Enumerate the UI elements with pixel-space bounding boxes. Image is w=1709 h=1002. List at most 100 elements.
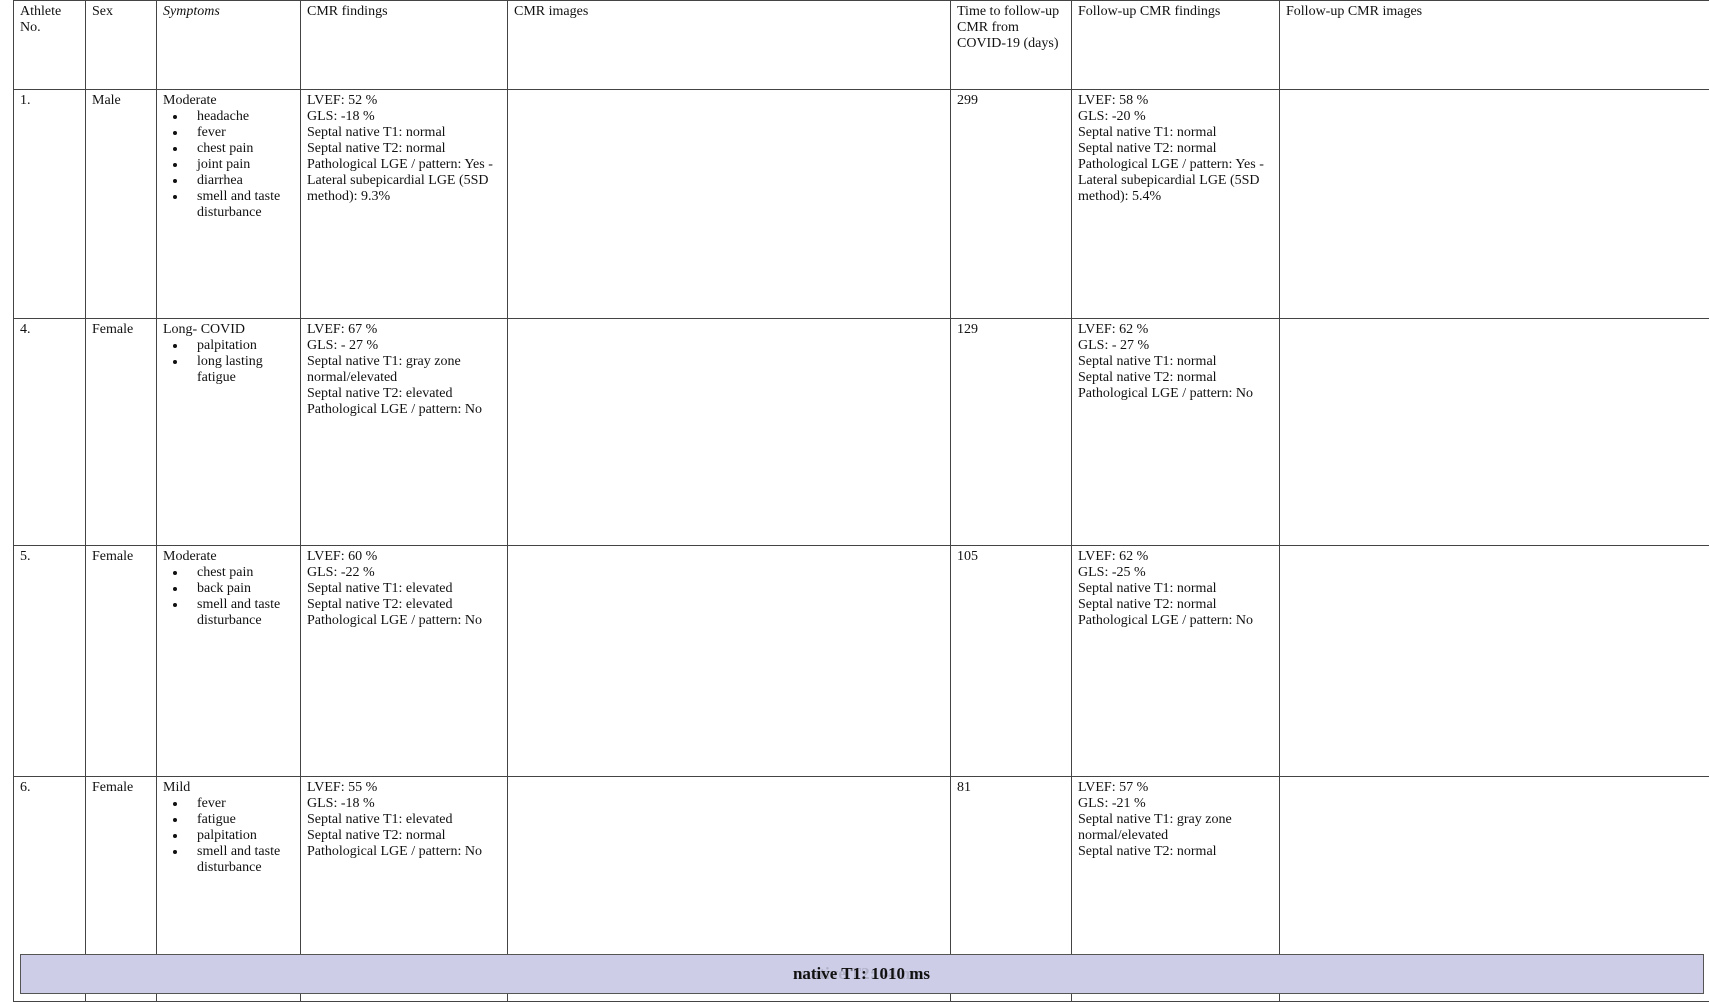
finding: Septal native T1: elevated bbox=[307, 581, 501, 597]
header-cell: Athlete No. bbox=[14, 1, 86, 90]
symptom: chest pain bbox=[187, 565, 294, 581]
finding: Septal native T2: elevated bbox=[307, 597, 501, 613]
finding: GLS: - 27 % bbox=[307, 338, 501, 354]
severity: Moderate bbox=[163, 549, 294, 565]
finding: GLS: -25 % bbox=[1078, 565, 1273, 581]
finding: Septal native T1: normal bbox=[1078, 581, 1273, 597]
header-cell: CMR findings bbox=[301, 1, 508, 90]
finding: Pathological LGE / pattern: No bbox=[1078, 613, 1273, 629]
symptom: palpitation bbox=[187, 828, 294, 844]
finding: Septal native T1: gray zone normal/eleva… bbox=[307, 354, 501, 386]
finding: Pathological LGE / pattern: Yes - Latera… bbox=[1078, 157, 1273, 205]
row: 1.MaleModerateheadachefeverchest painjoi… bbox=[14, 90, 1709, 319]
header-cell: Follow-up CMR images bbox=[1280, 1, 1709, 90]
symptom: smell and taste disturbance bbox=[187, 189, 294, 221]
finding: GLS: -21 % bbox=[1078, 796, 1273, 812]
athlete-cell: 5. bbox=[14, 546, 86, 777]
header-cell: Symptoms bbox=[157, 1, 301, 90]
symptoms-cell: Long- COVIDpalpitationlong lasting fatig… bbox=[157, 319, 301, 546]
followup-images-cell: native T2: 47 msnative T1: 928 ms bbox=[1280, 546, 1709, 777]
finding: GLS: -18 % bbox=[307, 109, 501, 125]
finding: Septal native T2: normal bbox=[307, 141, 501, 157]
finding: Septal native T2: normal bbox=[307, 828, 501, 844]
finding: LVEF: 58 % bbox=[1078, 93, 1273, 109]
symptom-list: palpitationlong lasting fatigue bbox=[163, 338, 294, 386]
symptom-list: headachefeverchest painjoint paindiarrhe… bbox=[163, 109, 294, 221]
images-cell: native T2: 50 msnative T1: 1017 ms bbox=[508, 546, 951, 777]
sex-cell: Female bbox=[86, 319, 157, 546]
days-cell: 299 bbox=[951, 90, 1072, 319]
images-cell: native T2: 51 msnative T1: 1005 ms bbox=[508, 319, 951, 546]
days-cell: 129 bbox=[951, 319, 1072, 546]
finding: Septal native T1: gray zone normal/eleva… bbox=[1078, 812, 1273, 844]
header-cell: CMR images bbox=[508, 1, 951, 90]
symptom-list: chest painback painsmell and taste distu… bbox=[163, 565, 294, 629]
page: Athlete No.SexSymptomsCMR findingsCMR im… bbox=[0, 0, 1709, 1001]
findings-cell: LVEF: 60 %GLS: -22 %Septal native T1: el… bbox=[301, 546, 508, 777]
image-pair: native T2: 44 msnative T1: 979 ms bbox=[1280, 319, 1709, 327]
symptom: headache bbox=[187, 109, 294, 125]
finding: LVEF: 55 % bbox=[307, 780, 501, 796]
finding: GLS: -22 % bbox=[307, 565, 501, 581]
followup-images-cell: native T2: 44 msnative T1: 1010 ms bbox=[1280, 777, 1709, 1002]
row: 5.Female Moderatechest painback painsmell… bbox=[14, 546, 1709, 777]
finding: Septal native T2: elevated bbox=[307, 386, 501, 402]
severity: Mild bbox=[163, 780, 294, 796]
symptom: smell and taste disturbance bbox=[187, 597, 294, 629]
symptom-list: feverfatiguepalpitationsmell and taste d… bbox=[163, 796, 294, 876]
finding: Septal native T1: normal bbox=[1078, 125, 1273, 141]
symptom: chest pain bbox=[187, 141, 294, 157]
finding: Pathological LGE / pattern: No bbox=[307, 402, 501, 418]
finding: GLS: -18 % bbox=[307, 796, 501, 812]
followup-findings-cell: LVEF: 62 %GLS: - 27 %Septal native T1: n… bbox=[1072, 319, 1280, 546]
followup-images-cell: native T1: 911 ms bbox=[1280, 90, 1709, 319]
followup-findings-cell: LVEF: 58 %GLS: -20 %Septal native T1: no… bbox=[1072, 90, 1280, 319]
symptom: fever bbox=[187, 796, 294, 812]
finding: LVEF: 57 % bbox=[1078, 780, 1273, 796]
finding: GLS: - 27 % bbox=[1078, 338, 1273, 354]
finding: LVEF: 62 % bbox=[1078, 322, 1273, 338]
finding: Pathological LGE / pattern: No bbox=[307, 613, 501, 629]
severity: Moderate bbox=[163, 93, 294, 109]
symptom: smell and taste disturbance bbox=[187, 844, 294, 876]
findings-cell: LVEF: 52 %GLS: -18 %Septal native T1: no… bbox=[301, 90, 508, 319]
image-pair: native T2: 46 msnative T1: 1017 ms bbox=[508, 777, 950, 785]
finding: Pathological LGE / pattern: No bbox=[1078, 386, 1273, 402]
finding: LVEF: 52 % bbox=[307, 93, 501, 109]
finding: Septal native T1: normal bbox=[307, 125, 501, 141]
finding: Septal native T2: normal bbox=[1078, 597, 1273, 613]
image-pair: native T2: 44 msnative T1: 1010 ms bbox=[1280, 777, 1709, 785]
finding: LVEF: 62 % bbox=[1078, 549, 1273, 565]
sex-cell: Female bbox=[86, 546, 157, 777]
symptom: palpitation bbox=[187, 338, 294, 354]
symptom: joint pain bbox=[187, 157, 294, 173]
finding: Septal native T2: normal bbox=[1078, 141, 1273, 157]
images-cell: native T1: 959 ms bbox=[508, 90, 951, 319]
days-cell: 105 bbox=[951, 546, 1072, 777]
symptom: fever bbox=[187, 125, 294, 141]
athlete-cell: 4. bbox=[14, 319, 86, 546]
finding: LVEF: 60 % bbox=[307, 549, 501, 565]
athlete-cell: 1. bbox=[14, 90, 86, 319]
finding: Septal native T2: normal bbox=[1078, 844, 1273, 860]
followup-images-cell: native T2: 44 msnative T1: 979 ms bbox=[1280, 319, 1709, 546]
image-label: native T1: 1010 ms bbox=[20, 954, 1704, 994]
image-pair: native T1: 911 ms bbox=[1280, 90, 1709, 98]
followup-findings-cell: LVEF: 62 %GLS: -25 %Septal native T1: no… bbox=[1072, 546, 1280, 777]
finding: Septal native T1: elevated bbox=[307, 812, 501, 828]
symptom: fatigue bbox=[187, 812, 294, 828]
findings-cell: LVEF: 67 %GLS: - 27 %Septal native T1: g… bbox=[301, 319, 508, 546]
finding: Septal native T2: normal bbox=[1078, 370, 1273, 386]
header-cell: Follow-up CMR findings bbox=[1072, 1, 1280, 90]
finding: Pathological LGE / pattern: Yes - Latera… bbox=[307, 157, 501, 205]
header-cell: Sex bbox=[86, 1, 157, 90]
symptom: back pain bbox=[187, 581, 294, 597]
symptoms-cell: Moderateheadachefeverchest painjoint pai… bbox=[157, 90, 301, 319]
row: 6.FemaleMildfeverfatiguepalpitationsmell… bbox=[14, 777, 1709, 1002]
image-pair: native T2: 51 msnative T1: 1005 ms bbox=[508, 319, 950, 327]
image-pair: native T2: 47 msnative T1: 928 ms bbox=[1280, 546, 1709, 554]
finding: GLS: -20 % bbox=[1078, 109, 1273, 125]
